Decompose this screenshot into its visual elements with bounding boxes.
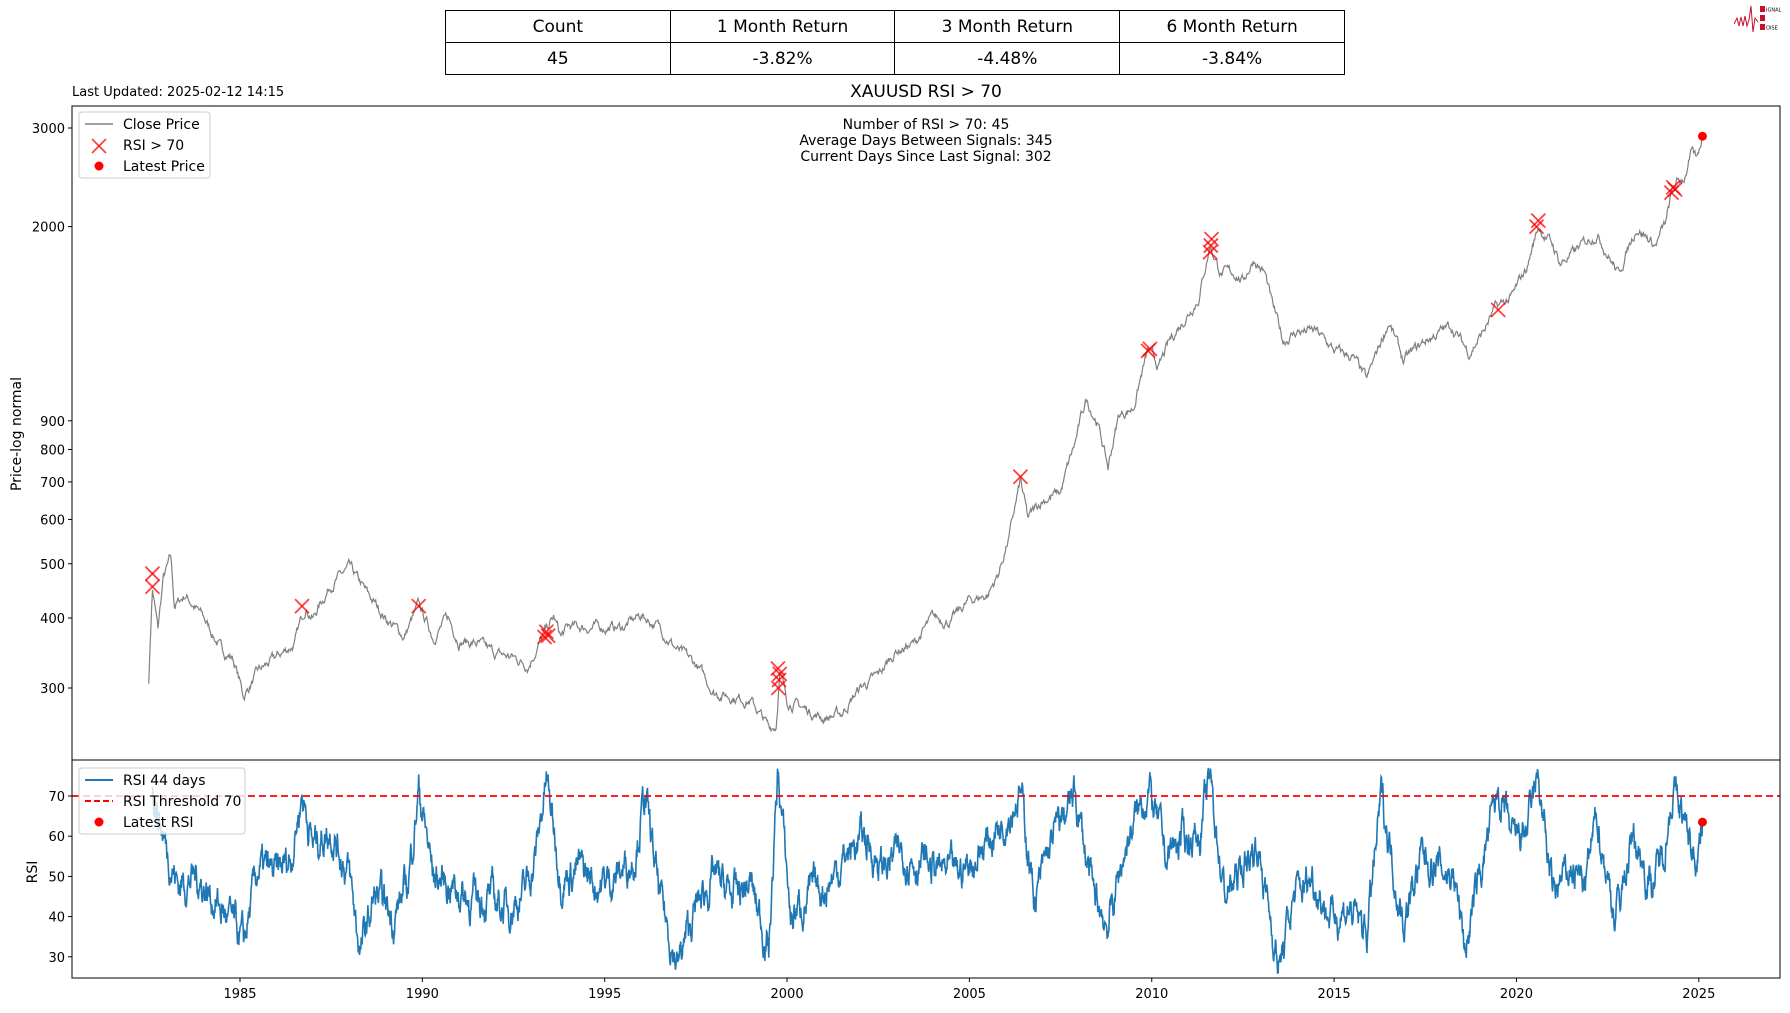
rsi-signal-marker [411,598,427,614]
header-6m-return: 6 Month Return [1119,10,1345,43]
rsi-y-axis-label: RSI [25,861,41,884]
legend-latest-rsi-dot-icon [94,817,104,827]
summary-value-row: 45 -3.82% -4.48% -3.84% [445,42,1345,75]
x-tick-label: 2020 [1500,987,1533,1002]
latest-price-dot [1697,131,1707,141]
summary-table: Count 1 Month Return 3 Month Return 6 Mo… [445,10,1345,75]
rsi-signal-marker [772,666,788,682]
x-tick-label: 2015 [1318,987,1351,1002]
summary-header-row: Count 1 Month Return 3 Month Return 6 Mo… [445,10,1345,43]
annotation-days-since: Current Days Since Last Signal: 302 [800,149,1051,165]
rsi-signal-marker [144,579,161,595]
rsi-signal-marker [1012,469,1029,485]
value-1m-return: -3.82% [669,42,896,75]
x-tick-label: 1990 [406,987,439,1002]
price-y-axis-label: Price-log normal [9,377,25,491]
rsi-signal-marker [770,680,786,696]
signal2noise-logo: IGNAL OISE [1734,5,1782,33]
rsi-signal-marker [1202,244,1218,260]
legend-close-price: Close Price [123,117,200,133]
rsi-y-tick-label: 60 [48,830,65,845]
rsi-signal-marker [1530,212,1546,229]
rsi-y-tick-label: 50 [48,870,65,885]
axes-ticks: 300 400 500 600 700 800 900 2000 3000 30 40 50 60 70 1… [32,122,1715,1002]
rsi-signal-marker [294,598,310,614]
x-tick-label: 2010 [1135,987,1168,1002]
last-updated: Last Updated: 2025-02-12 14:15 [72,85,284,100]
rsi-y-tick-label: 30 [48,951,65,966]
price-y-tick-label: 2000 [32,221,65,236]
price-y-tick-label: 600 [40,513,65,528]
annotation-avg-days: Average Days Between Signals: 345 [799,133,1052,149]
legend-rsi-44: RSI 44 days [123,773,206,789]
rsi-signal-marker [1528,218,1545,235]
rsi-signal-marker [144,566,161,582]
rsi-axes-frame [71,759,1781,979]
svg-text:OISE: OISE [1766,26,1778,32]
rsi-y-tick-label: 40 [48,911,65,926]
annotation-signal-count: Number of RSI > 70: 45 [843,117,1010,133]
chart-title: XAUUSD RSI > 70 [850,82,1002,102]
legend-latest-price: Latest Price [123,159,205,175]
x-tick-label: 1985 [223,987,256,1002]
price-axes-frame [71,105,1781,761]
rsi-plot [72,767,1780,974]
legend-latest-rsi: Latest RSI [123,815,193,831]
rsi-signal-marker [1203,231,1220,247]
header-1m-return: 1 Month Return [669,10,896,43]
price-y-tick-label: 300 [40,682,65,697]
price-y-tick-label: 700 [40,476,65,491]
x-tick-label: 1995 [588,987,621,1002]
rsi-y-tick-label: 70 [48,790,65,805]
svg-text:IGNAL: IGNAL [1766,8,1782,14]
x-tick-label: 2005 [953,987,986,1002]
legend-rsi-threshold: RSI Threshold 70 [123,794,241,810]
rsi-signal-marker [1490,302,1506,318]
rsi-signal-marker [536,629,553,645]
rsi-signal-marker [538,624,554,640]
rsi-signal-marker [1203,237,1219,254]
latest-rsi-dot [1697,817,1707,827]
rsi-signal-marker [540,628,556,644]
price-y-tick-label: 500 [40,558,65,573]
x-tick-label: 2025 [1682,987,1715,1002]
value-6m-return: -3.84% [1119,42,1345,75]
price-y-tick-label: 400 [40,612,65,627]
price-y-tick-label: 900 [40,415,65,430]
rsi-signal-marker [1667,181,1683,198]
rsi-signal-marker [1142,341,1158,357]
x-tick-label: 2000 [771,987,804,1002]
price-plot [144,131,1707,733]
legend-latest-dot-icon [94,161,104,171]
rsi-legend: RSI 44 days RSI Threshold 70 Latest RSI [78,767,246,835]
price-y-tick-label: 800 [40,443,65,458]
header-count: Count [445,10,671,43]
price-y-tick-label: 3000 [32,122,65,137]
price-legend: Close Price RSI > 70 Latest Price [78,111,211,179]
legend-signal-x-icon [91,138,107,154]
value-3m-return: -4.48% [894,42,1121,75]
legend-rsi-signal: RSI > 70 [123,138,184,154]
rsi-line [151,767,1704,974]
close-price-line [148,136,1703,733]
